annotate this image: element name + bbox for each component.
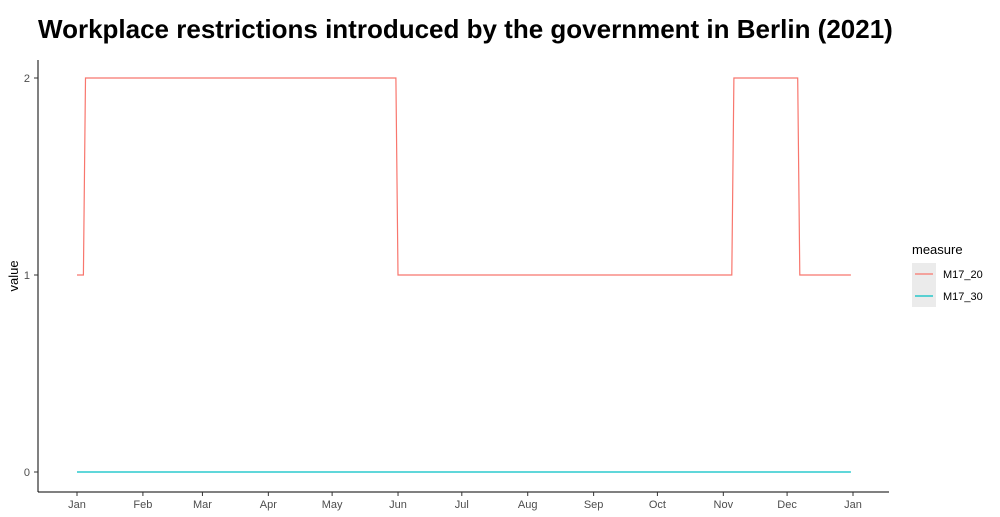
x-tick-label: May — [322, 499, 343, 511]
x-tick-label: Jun — [389, 499, 407, 511]
legend: measure M17_20 M17_30 — [912, 242, 983, 307]
legend-title: measure — [912, 242, 963, 257]
x-tick-label: Nov — [714, 499, 734, 511]
series-lines — [77, 77, 851, 473]
x-tick-label: Jan — [68, 499, 86, 511]
series-line-m17-20 — [77, 77, 851, 276]
x-ticks: Jan Feb Mar Apr May Jun Jul Aug Sep Oct Nov Dec Jan — [68, 492, 862, 511]
x-tick-label: Oct — [649, 499, 666, 511]
x-tick-label: Jan — [844, 499, 862, 511]
legend-label: M17_20 — [943, 269, 983, 281]
x-tick-label: Feb — [133, 499, 152, 511]
y-axis-title: value — [6, 260, 21, 291]
x-tick-label: Aug — [518, 499, 538, 511]
x-tick-label: Sep — [584, 499, 604, 511]
x-tick-label: Apr — [260, 499, 277, 511]
x-tick-label: Mar — [193, 499, 212, 511]
y-tick-label: 2 — [24, 73, 30, 85]
y-tick-label: 0 — [24, 467, 30, 479]
y-tick-label: 1 — [24, 270, 30, 282]
axes — [37, 60, 889, 493]
x-tick-label: Jul — [455, 499, 469, 511]
legend-label: M17_30 — [943, 291, 983, 303]
chart-title: Workplace restrictions introduced by the… — [38, 14, 893, 44]
x-tick-label: Dec — [777, 499, 797, 511]
y-ticks: 0 1 2 — [24, 73, 38, 479]
